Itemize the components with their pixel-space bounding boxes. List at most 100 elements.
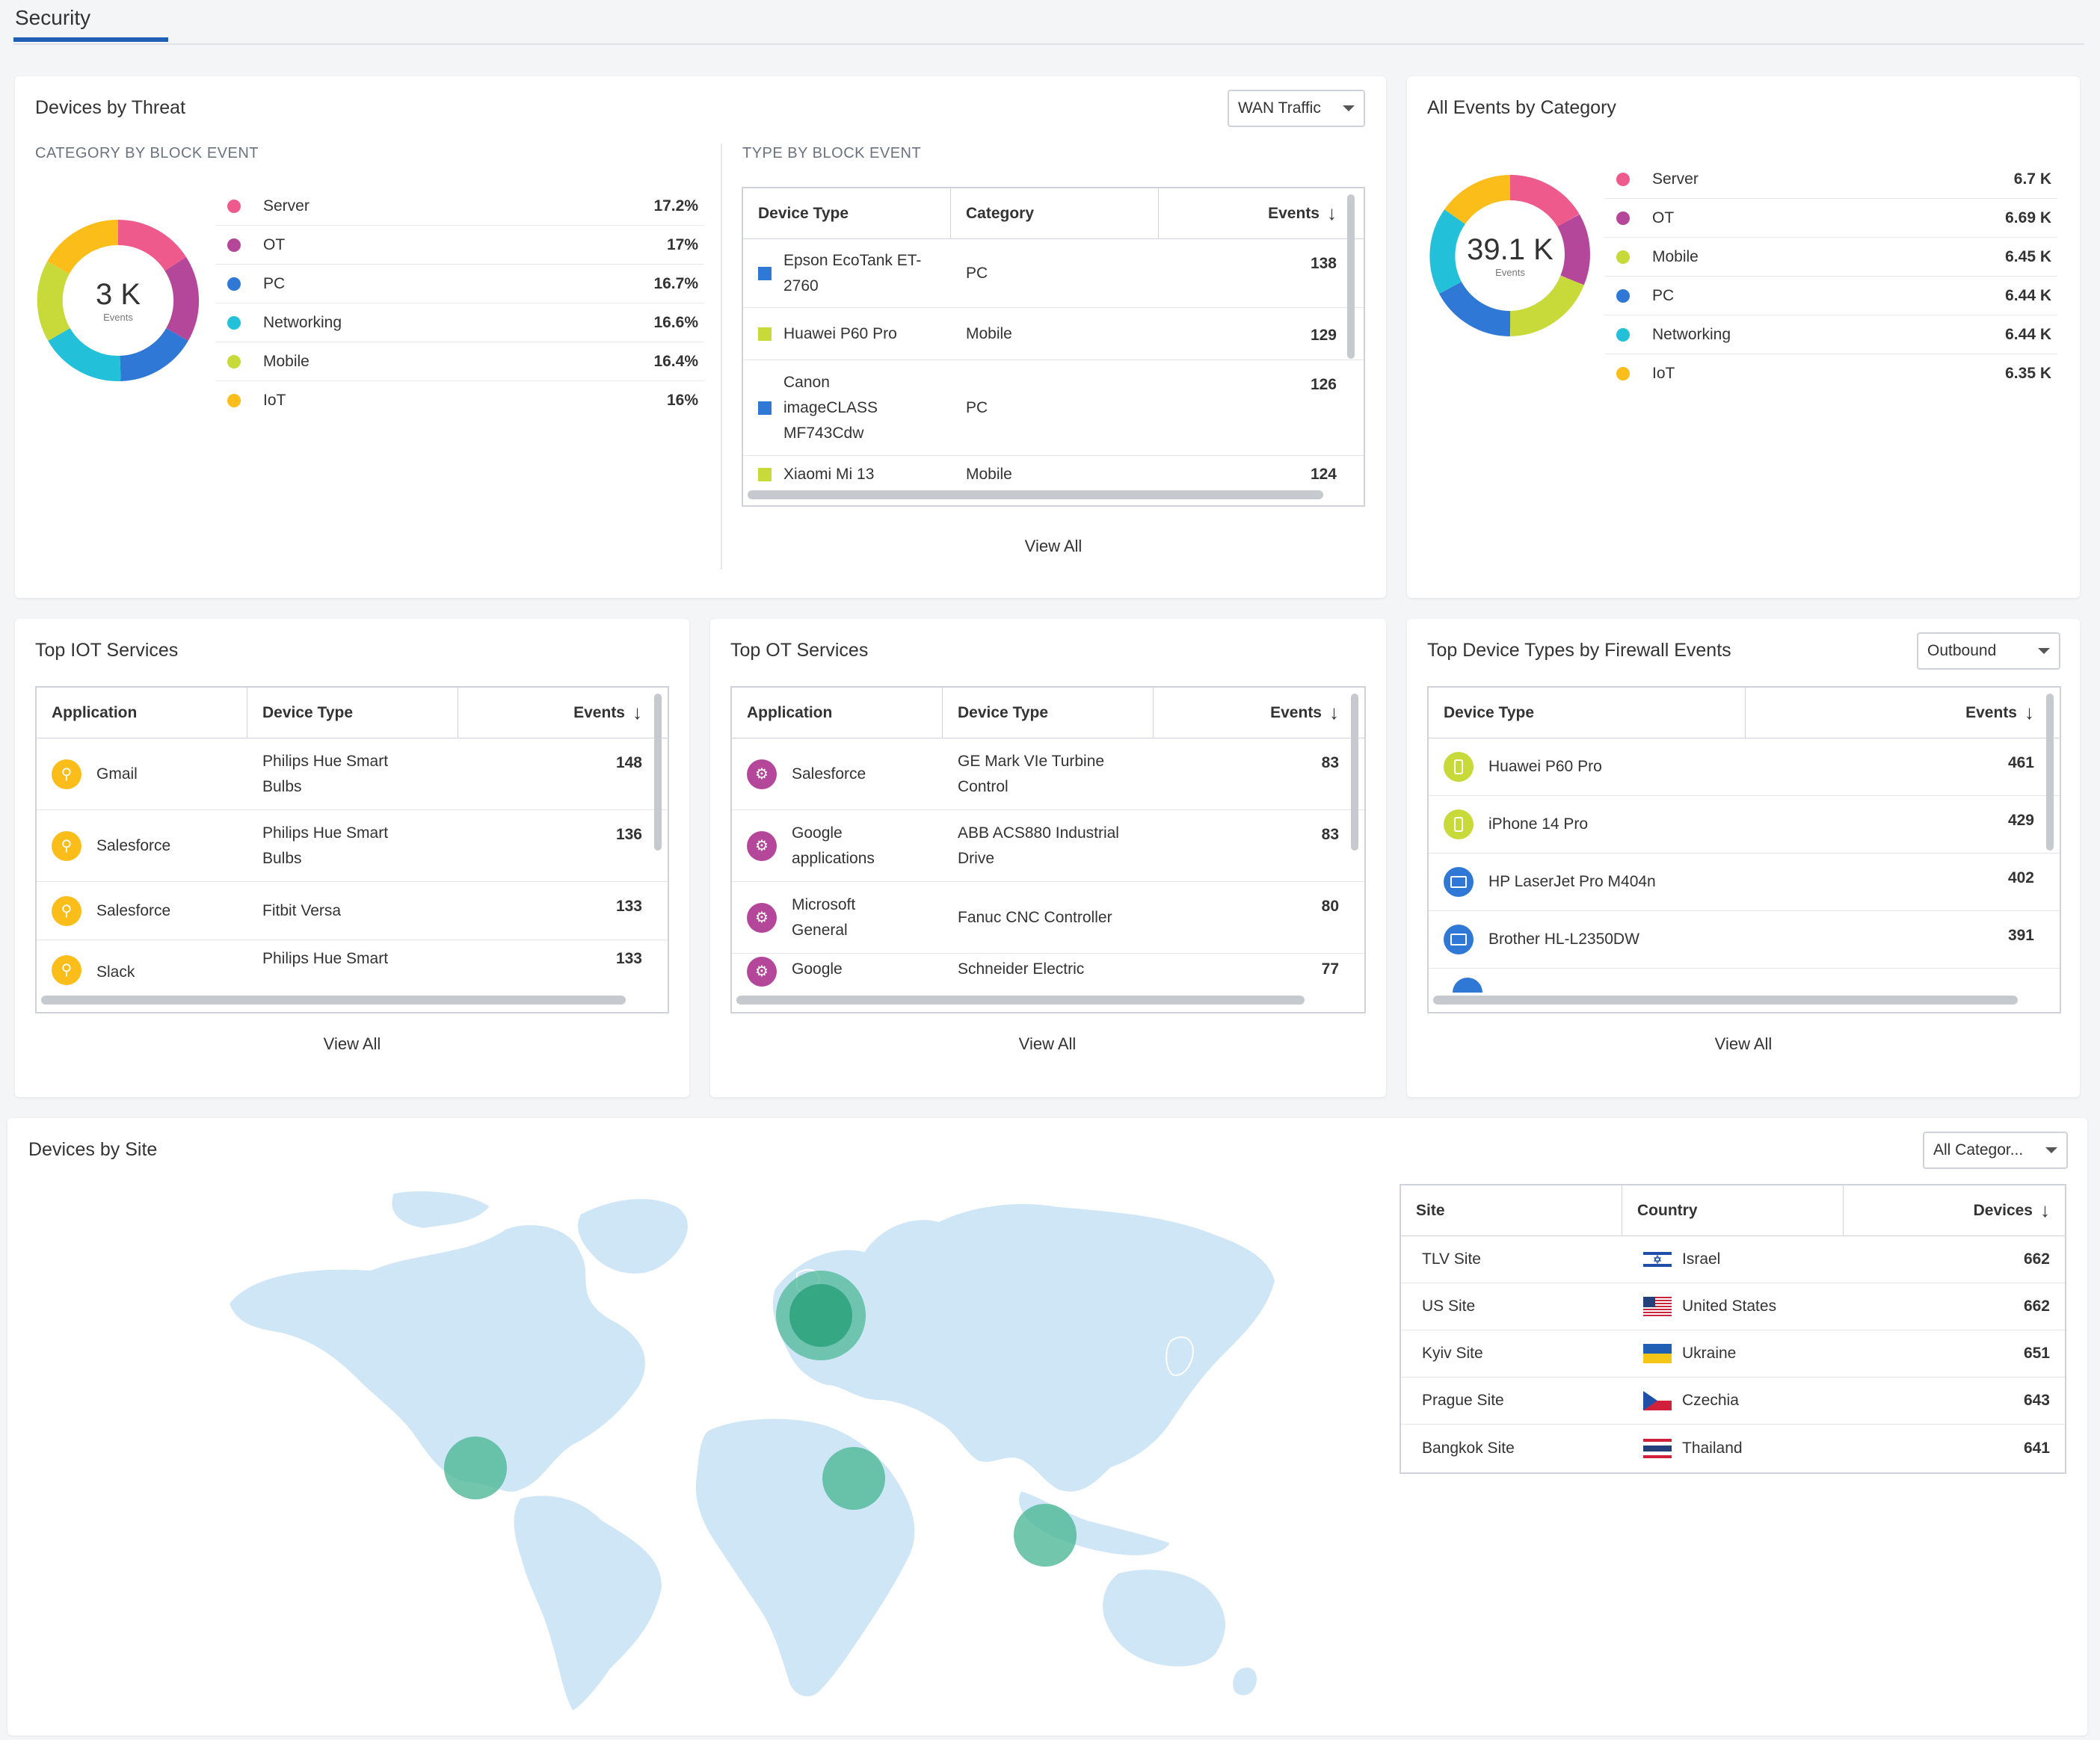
table-row[interactable]: HP LaserJet Pro M404n 402 [1429,854,2060,911]
table-row[interactable]: Xiaomi Mi 13 Mobile 124 [743,456,1364,493]
traffic-dropdown[interactable]: WAN Traffic [1228,90,1365,127]
table-row[interactable]: ⚙ Salesforce GE Mark VIe Turbine Control 8… [732,738,1364,810]
legend-dot [227,199,241,213]
events-cell: 461 [2007,754,2034,771]
device-type-cell: iPhone 14 Pro [1488,815,1589,833]
vertical-scrollbar[interactable] [1351,694,1358,851]
column-header-events[interactable]: Events ↓ [1159,188,1352,238]
table-row[interactable]: Prague Site Czechia 643 [1401,1378,2065,1425]
column-header-application[interactable]: Application [37,688,247,738]
table-row[interactable]: ⚙ Google Schneider Electric 77 [732,954,1364,987]
top-tabbar: Security [13,0,2084,45]
sort-down-icon[interactable]: ↓ [2040,1199,2050,1221]
table-row[interactable]: TLV Site Israel 662 [1401,1236,2065,1283]
column-header-site[interactable]: Site [1401,1185,1622,1235]
table-row[interactable]: Canon imageCLASS MF743Cdw PC 126 [743,360,1364,456]
legend-item: PC 16.7% [215,265,704,303]
table-row[interactable]: Huawei P60 Pro 461 [1429,738,2060,796]
events-cell: 80 [1321,898,1339,915]
table-row[interactable]: ⚲ Salesforce Philips Hue Smart Bulbs 136 [37,810,668,882]
table-row[interactable]: Brother HL-L2350DW 391 [1429,911,2060,969]
column-header-devices[interactable]: Devices ↓ [1844,1185,2065,1235]
table-row[interactable]: iPhone 14 Pro 429 [1429,796,2060,854]
view-all-link[interactable]: View All [1018,1034,1077,1053]
legend-dot [227,277,241,291]
card-title: Top Device Types by Firewall Events [1427,640,1731,661]
type-heading: TYPE BY BLOCK EVENT [742,145,922,161]
view-all-link[interactable]: View All [1024,537,1083,555]
table-row[interactable]: Kyiv Site Ukraine 651 [1401,1330,2065,1378]
ukraine-flag-icon [1643,1344,1672,1363]
top-iot-services-card: Top IOT Services Application Device Type… [15,619,689,1097]
table-row[interactable]: Bangkok Site Thailand 641 [1401,1425,2065,1472]
column-header-device-type[interactable]: Device Type [247,688,458,738]
column-header-device-type[interactable]: Device Type [743,188,951,238]
sort-down-icon[interactable]: ↓ [1329,701,1339,724]
device-type-cell: Schneider Electric [958,960,1085,978]
legend-item: OT 6.69 K [1604,199,2057,238]
table-row[interactable]: Epson EcoTank ET- 2760 PC 138 [743,239,1364,308]
sort-down-icon[interactable]: ↓ [2024,701,2034,724]
table-row[interactable]: ⚙ Microsoft General Fanuc CNC Controller 8… [732,882,1364,954]
legend-label: Mobile [1652,247,1699,265]
threat-legend: Server 17.2% OT 17% PC 16.7% Networking 16.6… [215,187,704,420]
vertical-scrollbar[interactable] [654,694,662,851]
monitor-icon [1453,978,1482,993]
column-header-device-type[interactable]: Device Type [943,688,1154,738]
card-title: Top IOT Services [35,640,179,661]
table-row[interactable]: ⚲ Slack Philips Hue Smart 133 [37,940,668,985]
view-all-link[interactable]: View All [1714,1034,1773,1053]
category-dropdown[interactable]: All Categor... [1923,1132,2068,1169]
device-type-cell: Epson EcoTank ET- [783,251,922,269]
legend-label: Networking [1652,325,1731,343]
view-all-link[interactable]: View All [323,1034,381,1053]
column-header-events[interactable]: Events ↓ [458,688,657,738]
column-divider [721,144,722,570]
column-header-category[interactable]: Category [951,188,1159,238]
vertical-scrollbar[interactable] [1347,194,1355,359]
site-cell: US Site [1422,1298,1476,1315]
direction-dropdown[interactable]: Outbound [1917,632,2060,670]
table-row[interactable]: ⚲ Salesforce Fitbit Versa 133 [37,882,668,940]
column-header-label: Devices [1973,1201,2033,1219]
table-row[interactable]: US Site United States 662 [1401,1283,2065,1330]
legend-value: 6.44 K [2005,286,2051,304]
device-type-cell: Brother HL-L2350DW [1488,931,1639,948]
site-cell: Bangkok Site [1422,1439,1515,1457]
column-header-events[interactable]: Events ↓ [1154,688,1354,738]
events-cell: 83 [1321,754,1339,771]
column-header-events[interactable]: Events ↓ [1746,688,2049,738]
column-header-application[interactable]: Application [732,688,943,738]
table-row[interactable]: ⚲ Gmail Philips Hue Smart Bulbs 148 [37,738,668,810]
legend-dot [1616,289,1630,303]
devices-cell: 651 [2023,1345,2050,1362]
sort-down-icon[interactable]: ↓ [632,701,642,724]
events-cell: 129 [1310,327,1337,344]
top-ot-services-card: Top OT Services Application Device Type … [710,619,1386,1097]
category-color-square [758,266,772,280]
horizontal-scrollbar[interactable] [736,996,1305,1005]
horizontal-scrollbar[interactable] [41,996,626,1005]
device-type-cell: 2760 [783,277,819,294]
table-row[interactable]: ⚙ Google applications ABB ACS880 Industria… [732,810,1364,882]
legend-item: Server 6.7 K [1604,160,2057,199]
category-heading: CATEGORY BY BLOCK EVENT [35,145,259,161]
iot-service-icon: ⚲ [52,955,81,985]
category-dropdown-value: All Categor... [1933,1141,2024,1159]
horizontal-scrollbar[interactable] [748,490,1323,499]
table-row[interactable]: Huawei P60 Pro Mobile 129 [743,308,1364,360]
column-header-device-type[interactable]: Device Type [1429,688,1746,738]
ot-service-icon: ⚙ [747,957,777,987]
vertical-scrollbar[interactable] [2046,694,2054,851]
horizontal-scrollbar[interactable] [1433,996,2018,1005]
world-map[interactable] [221,1184,1280,1713]
legend-dot [227,238,241,252]
application-cell: Microsoft [792,895,856,913]
site-marker-bangkok [1014,1504,1077,1567]
column-header-country[interactable]: Country [1622,1185,1844,1235]
united-states-flag-icon [1643,1297,1672,1316]
device-type-cell: Huawei P60 Pro [1488,758,1602,775]
sort-down-icon[interactable]: ↓ [1327,202,1337,224]
tab-security[interactable]: Security [15,6,91,29]
mobile-icon [1444,752,1474,782]
